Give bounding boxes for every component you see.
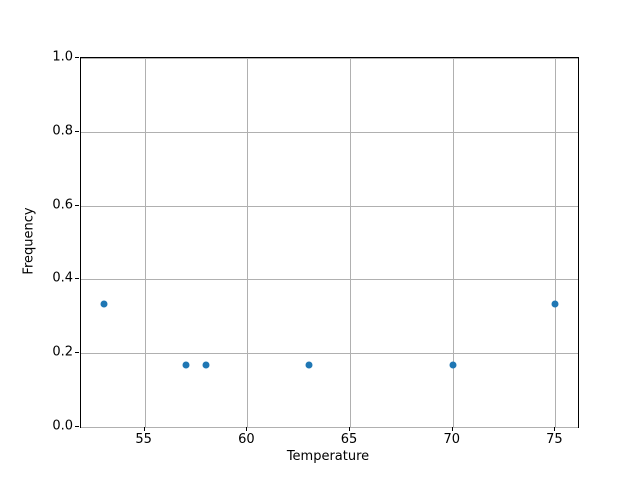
y-tick-mark bbox=[75, 426, 79, 427]
x-gridline bbox=[247, 58, 248, 427]
x-axis-label: Temperature bbox=[286, 449, 370, 464]
x-gridline bbox=[453, 58, 454, 427]
x-gridline bbox=[555, 58, 556, 427]
x-tick-label: 70 bbox=[443, 432, 460, 447]
x-tick-label: 75 bbox=[546, 432, 563, 447]
y-tick-label: 0.4 bbox=[52, 270, 73, 286]
y-gridline bbox=[81, 132, 578, 133]
y-tick-mark bbox=[75, 131, 79, 132]
x-gridline bbox=[350, 58, 351, 427]
y-gridline bbox=[81, 353, 578, 354]
x-tick-mark bbox=[144, 427, 145, 431]
data-point bbox=[182, 361, 190, 369]
y-tick-mark bbox=[75, 205, 79, 206]
y-tick-label: 0.2 bbox=[52, 344, 73, 360]
data-point bbox=[305, 361, 313, 369]
y-axis-label: Frequency bbox=[21, 207, 37, 275]
y-tick-label: 0.6 bbox=[52, 197, 73, 213]
data-point bbox=[551, 300, 559, 308]
y-gridline bbox=[81, 206, 578, 207]
y-tick-mark bbox=[75, 278, 79, 279]
x-tick-mark bbox=[452, 427, 453, 431]
x-gridline bbox=[145, 58, 146, 427]
plot-area bbox=[80, 57, 579, 428]
data-point bbox=[449, 361, 457, 369]
x-tick-mark bbox=[554, 427, 555, 431]
y-tick-mark bbox=[75, 57, 79, 58]
y-gridline bbox=[81, 58, 578, 59]
data-point bbox=[100, 300, 108, 308]
x-tick-label: 60 bbox=[238, 432, 255, 447]
y-gridline bbox=[81, 279, 578, 280]
x-tick-label: 55 bbox=[135, 432, 152, 447]
data-point bbox=[202, 361, 210, 369]
x-tick-mark bbox=[349, 427, 350, 431]
x-tick-label: 65 bbox=[340, 432, 358, 447]
x-tick-mark bbox=[246, 427, 247, 431]
y-tick-label: 0.0 bbox=[52, 418, 73, 434]
y-gridline bbox=[81, 427, 578, 428]
y-tick-mark bbox=[75, 352, 79, 353]
y-tick-label: 1.0 bbox=[52, 49, 73, 65]
y-tick-label: 0.8 bbox=[52, 123, 73, 139]
